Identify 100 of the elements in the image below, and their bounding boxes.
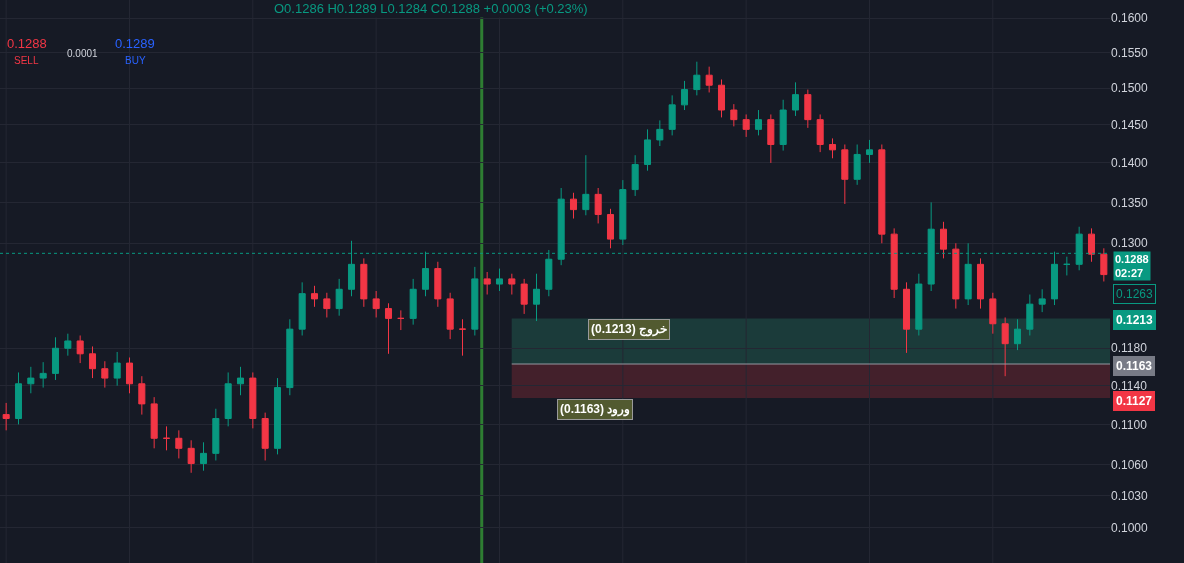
candlestick xyxy=(594,187,602,224)
annotation: SELL xyxy=(14,55,39,66)
candlestick xyxy=(767,113,775,164)
annotation: O0.1286 H0.1289 L0.1284 C0.1288 +0.0003 (+0.23%) xyxy=(274,1,588,16)
annotation: 0.1288 xyxy=(7,36,47,51)
candlestick xyxy=(816,113,824,153)
candlestick xyxy=(249,371,257,429)
candlestick xyxy=(446,292,454,340)
candlestick xyxy=(323,292,331,318)
band-label: خروج (0.1213) xyxy=(591,322,668,337)
candlestick xyxy=(668,94,676,136)
candlestick xyxy=(150,396,158,449)
candlestick xyxy=(236,366,245,396)
candlestick xyxy=(582,154,590,216)
candlestick xyxy=(742,113,750,138)
candlestick xyxy=(890,227,898,299)
y-tick-label: 0.1550 xyxy=(1111,45,1149,60)
candlestick xyxy=(804,89,812,129)
candlestick xyxy=(261,412,269,461)
candlestick xyxy=(162,425,171,451)
candlestick xyxy=(1038,288,1046,313)
candlestick xyxy=(841,143,849,205)
candlestick xyxy=(2,402,10,431)
candlestick xyxy=(64,333,72,357)
y-tick-label: 0.1600 xyxy=(1111,11,1149,26)
candlestick xyxy=(730,103,738,127)
candlestick xyxy=(989,292,997,335)
candlestick xyxy=(372,290,380,318)
candlestick xyxy=(828,137,837,159)
candlestick xyxy=(508,273,516,296)
candlestick xyxy=(902,281,911,354)
candlestick xyxy=(1100,247,1108,282)
candlestick xyxy=(397,309,405,331)
y-tick-label: 0.1030 xyxy=(1111,488,1149,503)
candlestick xyxy=(384,302,393,355)
ref-line-label: 0.1288 02:27 xyxy=(1115,253,1149,280)
candlestick xyxy=(458,318,467,357)
candlestick xyxy=(310,285,319,308)
candlestick xyxy=(532,273,541,322)
annotation: 0.1289 xyxy=(115,36,155,51)
text: 0.1163 xyxy=(1116,359,1153,373)
candlestick xyxy=(409,278,417,326)
candlestick xyxy=(483,271,491,296)
candlestick xyxy=(643,128,652,172)
candlestick xyxy=(224,371,232,427)
candlestick xyxy=(853,143,861,186)
y-tick-label: 0.1500 xyxy=(1111,81,1149,96)
candlestick xyxy=(939,221,948,259)
candlestick xyxy=(569,192,578,220)
candlestick xyxy=(138,375,146,416)
candlestick xyxy=(175,429,183,459)
candlestick xyxy=(606,208,615,249)
candlestick xyxy=(693,61,701,96)
candlestick xyxy=(520,278,528,315)
candlestick xyxy=(680,80,689,111)
annotation: 0.0001 xyxy=(67,48,99,59)
candlestick xyxy=(101,360,109,389)
y-tick-label: 0.1140 xyxy=(1111,378,1148,393)
candlestick xyxy=(878,143,886,244)
candlestick xyxy=(113,351,121,387)
candlestick xyxy=(619,179,627,246)
candlestick xyxy=(14,371,23,425)
y-tick-label: 0.1100 xyxy=(1111,417,1148,432)
annotation: BUY xyxy=(125,55,146,66)
band-label: ورود (0.1163) xyxy=(560,402,631,417)
candlestick xyxy=(717,78,726,118)
y-tick-label: 0.1060 xyxy=(1111,457,1149,472)
candlestick xyxy=(631,154,639,197)
candlestick xyxy=(39,361,47,389)
candlestick xyxy=(1001,316,1009,377)
candlestick xyxy=(286,318,294,396)
candlestick xyxy=(27,366,35,394)
candlestick xyxy=(952,242,960,310)
candlestick xyxy=(434,261,442,308)
candlestick xyxy=(915,273,923,336)
candlestick xyxy=(212,408,220,461)
candlestick xyxy=(51,336,60,381)
candlestick xyxy=(199,441,208,472)
candlestick xyxy=(705,66,713,93)
candlestick xyxy=(779,99,787,152)
candlestick xyxy=(125,357,134,394)
text: 0.1263 xyxy=(1116,287,1154,301)
y-tick-label: 0.1400 xyxy=(1111,156,1149,171)
y-tick-label: 0.1350 xyxy=(1111,195,1149,210)
candlestick xyxy=(335,278,343,317)
candlestick xyxy=(1087,227,1096,263)
candlestick xyxy=(495,268,504,292)
y-tick-label: 0.1300 xyxy=(1111,236,1149,251)
candlestick xyxy=(187,439,195,474)
candlestick xyxy=(865,139,874,164)
y-tick-label: 0.1000 xyxy=(1111,520,1149,535)
y-tick-label: 0.1180 xyxy=(1111,341,1148,356)
text: 0.1213 xyxy=(1116,313,1154,327)
candlestick xyxy=(1063,256,1071,276)
candlestick xyxy=(656,119,664,147)
candlestick xyxy=(88,345,97,379)
candlestick xyxy=(1026,294,1034,336)
candlestick xyxy=(1013,318,1022,351)
candlestick xyxy=(360,257,368,308)
candlestick xyxy=(791,81,800,117)
